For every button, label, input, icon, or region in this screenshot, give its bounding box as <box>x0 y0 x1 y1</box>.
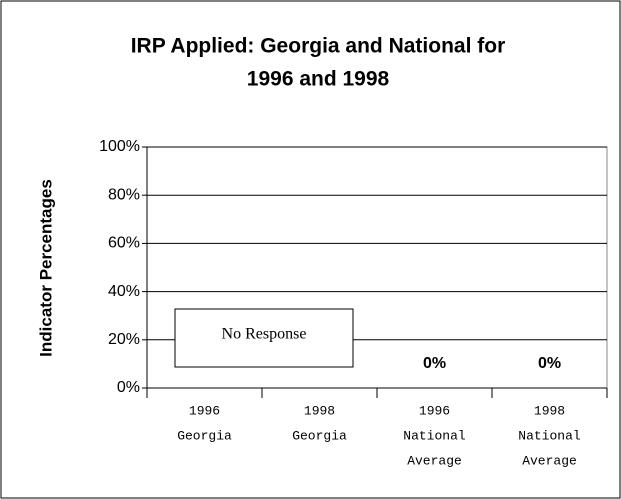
x-tick-label: 1996 <box>189 403 220 418</box>
x-tick-label: Average <box>522 453 577 468</box>
value-label: 0% <box>538 355 561 372</box>
x-tick-label: National <box>403 428 466 443</box>
chart-title: IRP Applied: Georgia and National for <box>131 35 506 58</box>
y-axis-label: Indicator Percentages <box>36 179 55 357</box>
y-tick-label: 0% <box>117 379 140 396</box>
x-tick-label: 1998 <box>304 403 335 418</box>
y-tick-label: 80% <box>108 186 140 203</box>
value-label: 0% <box>423 355 446 372</box>
y-tick-label: 40% <box>108 283 140 300</box>
x-tick-label: 1996 <box>419 403 450 418</box>
y-tick-label: 60% <box>108 235 140 252</box>
x-tick-label: 1998 <box>534 403 565 418</box>
x-tick-label: Average <box>407 453 462 468</box>
annotation: No Response <box>222 326 307 343</box>
x-tick-label: Georgia <box>292 428 347 443</box>
annotation-box <box>174 308 354 368</box>
y-tick-label: 20% <box>108 331 140 348</box>
x-tick-label: Georgia <box>177 428 232 443</box>
y-tick-label: 100% <box>99 138 140 155</box>
chart-title: 1996 and 1998 <box>247 68 390 91</box>
x-tick-label: National <box>518 428 581 443</box>
